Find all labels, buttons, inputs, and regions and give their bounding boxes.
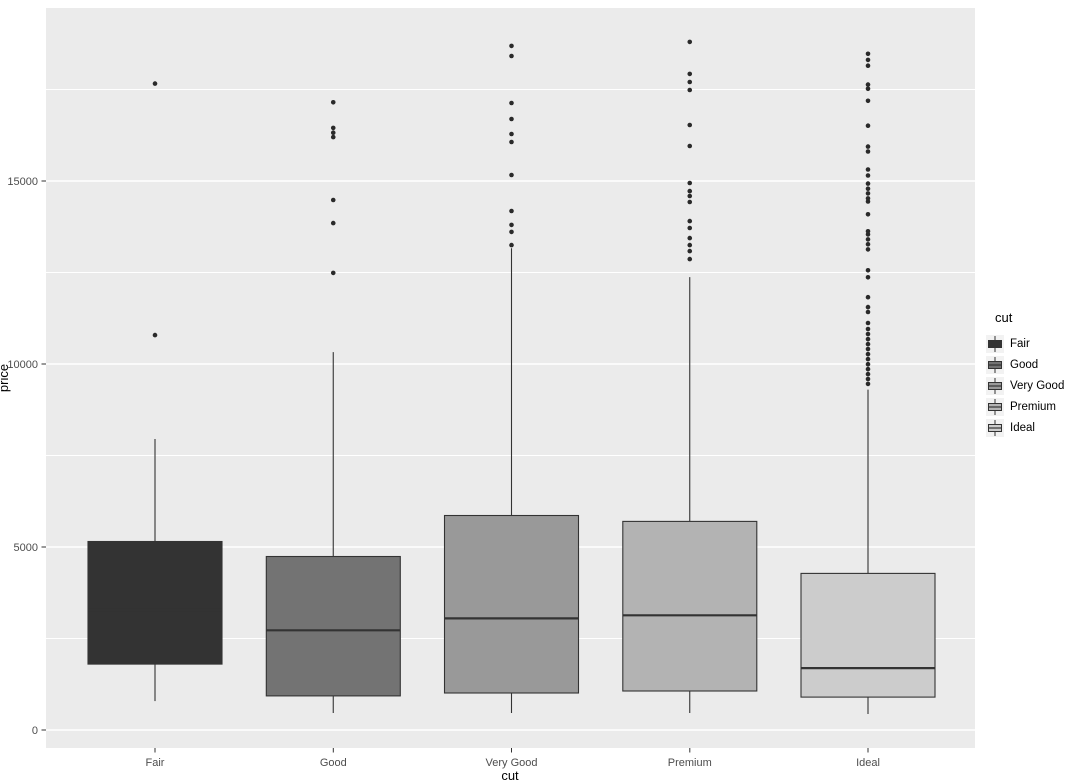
legend-item-ideal: Ideal — [986, 417, 1064, 438]
svg-text:Premium: Premium — [668, 757, 712, 769]
boxplot-key-icon — [986, 355, 1004, 374]
legend-item-label: Premium — [1010, 400, 1057, 413]
legend-title: cut — [995, 310, 1013, 325]
legend: cut Fair Good Very Good Premium Ideal — [986, 310, 1064, 438]
boxplot-key-icon — [986, 418, 1004, 437]
legend-item-label: Fair — [1010, 337, 1030, 350]
boxplot-key-icon — [986, 334, 1004, 353]
svg-text:10000: 10000 — [7, 359, 38, 371]
legend-item-very-good: Very Good — [986, 375, 1064, 396]
legend-item-good: Good — [986, 354, 1064, 375]
svg-text:Very Good: Very Good — [486, 757, 538, 769]
svg-text:5000: 5000 — [14, 542, 38, 554]
boxplot-key-icon — [986, 376, 1004, 395]
svg-text:Good: Good — [320, 757, 347, 769]
legend-item-label: Good — [1010, 358, 1039, 371]
legend-item-label: Very Good — [1010, 379, 1065, 392]
svg-text:0: 0 — [32, 725, 38, 737]
svg-text:15000: 15000 — [7, 176, 38, 188]
x-axis-title: cut — [501, 768, 519, 783]
boxplot-key-icon — [986, 397, 1004, 416]
svg-text:Ideal: Ideal — [856, 757, 880, 769]
legend-item-label: Ideal — [1010, 421, 1035, 434]
svg-text:Fair: Fair — [146, 757, 165, 769]
y-axis-title: price — [0, 363, 11, 393]
legend-item-premium: Premium — [986, 396, 1064, 417]
legend-item-fair: Fair — [986, 333, 1064, 354]
